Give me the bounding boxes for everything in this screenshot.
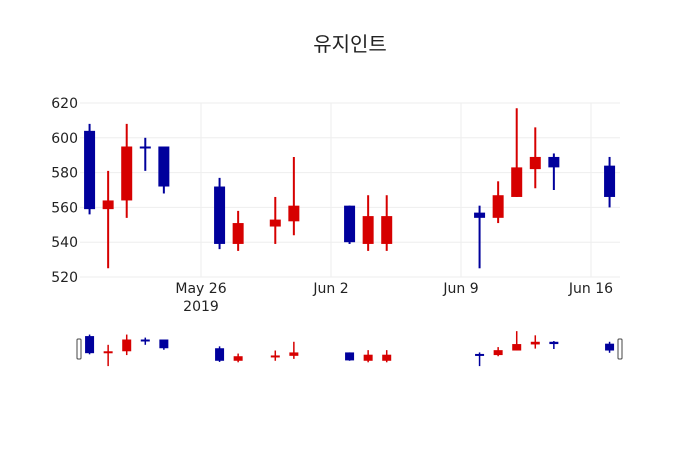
y-axis: 520 540 560 580 600 620 <box>51 96 78 286</box>
grid-lines <box>80 102 620 278</box>
mini-candle <box>270 350 280 361</box>
x-tick-label: May 26 <box>175 281 226 297</box>
candle[interactable] <box>474 205 486 269</box>
candle[interactable] <box>139 137 151 171</box>
mini-candle <box>549 341 559 349</box>
y-tick-label: 620 <box>51 96 78 112</box>
range-slider-candles <box>85 331 615 367</box>
candle[interactable] <box>548 153 560 190</box>
range-slider-left-handle[interactable] <box>76 338 82 360</box>
mini-candle <box>512 331 522 351</box>
mini-candle <box>475 352 485 367</box>
candle[interactable] <box>269 196 281 244</box>
x-axis: May 26 2019 Jun 2 Jun 9 Jun 16 <box>175 281 613 315</box>
candle[interactable] <box>232 210 244 251</box>
mini-candle <box>345 352 355 361</box>
mini-candle <box>140 337 150 345</box>
candle[interactable] <box>381 195 393 251</box>
y-tick-label: 560 <box>51 200 78 216</box>
candle[interactable] <box>529 127 541 189</box>
mini-candle <box>122 334 132 356</box>
candles-series[interactable] <box>84 108 616 269</box>
candle[interactable] <box>288 156 300 236</box>
candle[interactable] <box>214 177 226 250</box>
mini-candle <box>530 335 540 349</box>
candle[interactable] <box>511 108 523 197</box>
candle[interactable] <box>102 170 114 269</box>
mini-candle <box>605 341 615 353</box>
candle[interactable] <box>121 123 133 218</box>
mini-candle <box>159 339 169 350</box>
range-slider-right-handle[interactable] <box>617 338 623 360</box>
x-tick-label: Jun 2 <box>312 281 348 297</box>
y-tick-label: 520 <box>51 270 78 286</box>
mini-candle <box>493 347 503 357</box>
y-tick-label: 600 <box>51 131 78 147</box>
x-tick-label: Jun 16 <box>568 281 613 297</box>
mini-candle <box>363 350 373 363</box>
y-tick-label: 580 <box>51 166 78 182</box>
candle[interactable] <box>158 146 170 194</box>
range-slider[interactable] <box>76 331 623 367</box>
candle[interactable] <box>604 156 616 208</box>
x-tick-year-label: 2019 <box>183 299 219 315</box>
x-tick-label: Jun 9 <box>442 281 478 297</box>
mini-candle <box>103 344 113 367</box>
candle[interactable] <box>492 181 504 224</box>
mini-candle <box>85 334 95 355</box>
candle[interactable] <box>84 123 96 215</box>
chart-title: 유지인트 <box>313 32 387 56</box>
candle[interactable] <box>344 205 356 244</box>
mini-candle <box>289 341 299 359</box>
y-tick-label: 540 <box>51 235 78 251</box>
mini-candle <box>215 346 225 362</box>
mini-candle <box>233 353 243 363</box>
candle[interactable] <box>362 195 374 251</box>
mini-candle <box>382 350 392 363</box>
